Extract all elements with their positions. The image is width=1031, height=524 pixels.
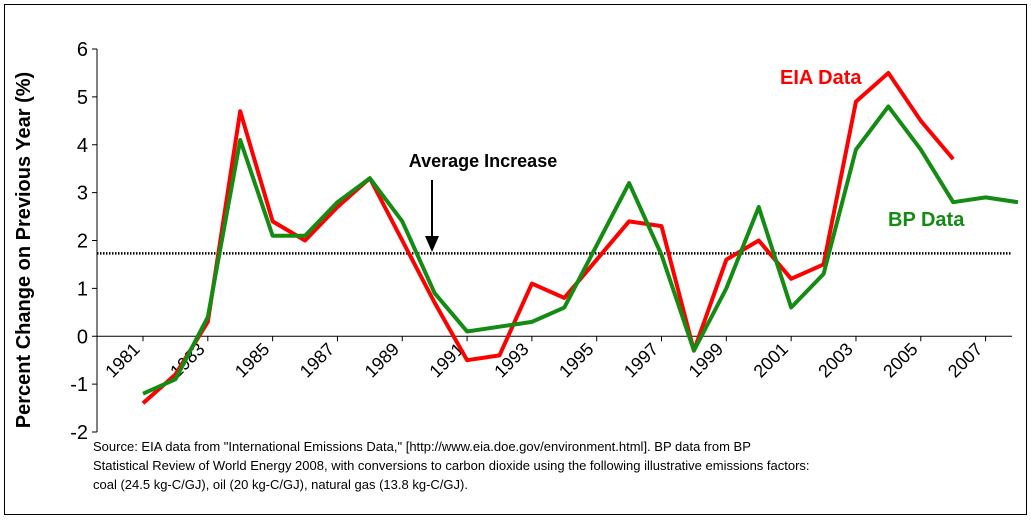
y-tick-label: 1 — [77, 278, 88, 300]
series-line — [141, 70, 955, 405]
series-label: EIA Data — [780, 67, 862, 89]
source-note: coal (24.5 kg-C/GJ), oil (20 kg-C/GJ), n… — [93, 477, 468, 492]
frame — [4, 4, 1027, 515]
y-tick-label: 2 — [77, 231, 88, 253]
y-tick-label: 3 — [77, 183, 88, 205]
y-tick-label: 4 — [77, 135, 88, 157]
y-tick-label: -2 — [70, 422, 88, 444]
y-tick-label: 6 — [77, 39, 88, 61]
series-line — [142, 104, 1019, 396]
source-note: Statistical Review of World Energy 2008,… — [93, 458, 810, 473]
series-label: BP Data — [888, 209, 965, 231]
y-tick-label: 5 — [77, 87, 88, 109]
average-arrowhead — [425, 236, 439, 252]
y-axis-title: Percent Change on Previous Year (%) — [13, 72, 35, 428]
y-tick-label: -1 — [70, 374, 88, 396]
y-tick-label: 0 — [77, 326, 88, 348]
source-note: Source: EIA data from "International Emi… — [93, 439, 751, 454]
average-label: Average Increase — [409, 151, 557, 171]
